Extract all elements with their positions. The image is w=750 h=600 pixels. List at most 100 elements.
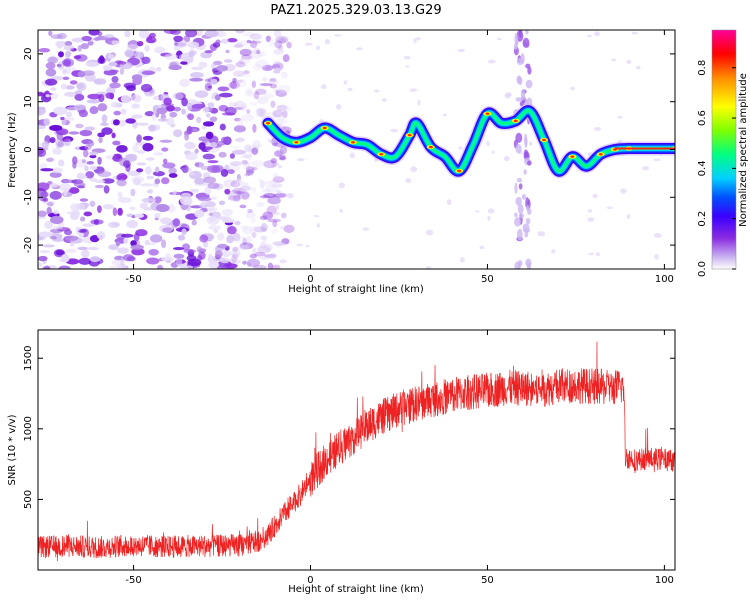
spectrogram-noise-blob: [38, 48, 51, 53]
spectrogram-noise-blob: [228, 102, 238, 107]
spectrogram-noise-blob: [425, 265, 432, 269]
spectrogram-noise-blob: [187, 41, 200, 48]
spectrogram-noise-blob: [85, 61, 99, 67]
spectrogram-noise-blob: [46, 202, 54, 207]
spectrogram-noise-blob: [202, 121, 215, 127]
spectrogram-noise-blob: [178, 53, 193, 62]
spectrogram-noise-blob: [97, 156, 102, 165]
spectrogram-noise-blob: [233, 125, 246, 133]
spectrogram-noise-blob: [55, 40, 67, 47]
spectrogram-noise-blob: [156, 264, 164, 269]
spectrogram-noise-blob: [141, 56, 151, 65]
spectrogram-noise-blob: [134, 213, 145, 218]
spectrogram-noise-blob: [653, 233, 662, 238]
spectrogram-noise-blob: [275, 204, 280, 210]
spectrogram-noise-blob: [119, 174, 128, 180]
spectrogram-artifact-blob: [517, 75, 521, 85]
spectrogram-noise-blob: [153, 152, 164, 156]
spectrogram-noise-blob: [275, 35, 289, 44]
spectrogram-noise-blob: [38, 91, 44, 97]
spectrogram-noise-blob: [253, 226, 267, 233]
spectrogram-noise-blob: [233, 70, 245, 77]
spectrogram-noise-blob: [413, 38, 417, 44]
spectrogram-noise-blob: [202, 106, 210, 113]
spectrogram-noise-blob: [259, 215, 268, 220]
spectrogram-noise-blob: [278, 37, 287, 44]
spectrogram-noise-blob: [239, 48, 252, 57]
spectrogram-noise-blob: [181, 228, 187, 235]
spectrogram-noise-blob: [69, 242, 75, 247]
spectrogram-noise-blob: [120, 108, 127, 115]
spectrogram-noise-blob: [148, 248, 159, 256]
spectrogram-noise-blob: [356, 47, 363, 51]
spectrogram-noise-blob: [264, 214, 276, 218]
spectrogram-noise-blob: [373, 89, 380, 93]
spectrogram-noise-blob: [49, 182, 59, 188]
colorbar-tick-label: 0.2: [697, 211, 708, 227]
spectrogram-noise-blob: [93, 78, 107, 85]
spectrogram-noise-blob: [122, 160, 131, 168]
spectrogram-noise-blob: [269, 83, 278, 89]
spectrogram-artifact-blob: [518, 30, 523, 38]
spectrogram-artifact-blob: [516, 57, 524, 66]
spectrogram-noise-blob: [457, 48, 466, 53]
spectrogram-noise-blob: [172, 92, 184, 100]
spectrogram-noise-blob: [123, 237, 129, 245]
spectrogram-noise-blob: [57, 51, 64, 58]
spectrogram-noise-blob: [231, 149, 246, 155]
spectrogram-noise-blob: [196, 246, 203, 253]
spectrogram-noise-blob: [240, 155, 251, 159]
spectrogram-artifact-blob: [527, 66, 532, 75]
spectrogram-artifact-blob: [525, 30, 529, 35]
spectrogram-noise-blob: [120, 94, 131, 104]
spectrogram-noise-blob: [636, 65, 641, 70]
spectrogram-ridge-peak: [485, 112, 490, 115]
spectrogram-noise-blob: [80, 43, 90, 50]
spectrogram-noise-blob: [220, 38, 230, 44]
spectrogram-noise-blob: [238, 58, 244, 65]
spectrogram-noise-blob: [203, 176, 217, 184]
spectrogram-noise-blob: [216, 64, 228, 72]
spectrogram-noise-blob: [503, 156, 510, 162]
spectrogram-noise-blob: [250, 160, 265, 168]
spectrogram-noise-blob: [239, 242, 254, 250]
spectrogram-noise-blob: [362, 227, 370, 231]
spectrogram-noise-blob: [65, 50, 72, 57]
spectrogram-noise-blob: [405, 65, 410, 68]
spectrogram-noise-blob: [280, 212, 287, 219]
spectrogram-noise-blob: [233, 44, 244, 48]
spectrogram-noise-blob: [248, 225, 260, 234]
spectrogram-noise-blob: [229, 153, 236, 159]
spectrogram-noise-blob: [97, 170, 112, 178]
spectrogram-noise-blob: [626, 59, 632, 65]
spectrogram-noise-blob: [76, 83, 84, 89]
spectrogram-noise-blob: [209, 116, 218, 122]
spectrogram-noise-blob: [107, 69, 119, 74]
spectrogram-noise-blob: [177, 234, 186, 241]
spectrogram-noise-blob: [49, 190, 62, 200]
spectrogram-artifact-blob: [514, 182, 518, 195]
spectrogram-noise-blob: [84, 165, 89, 172]
spectrogram-noise-blob: [272, 219, 278, 228]
spectrogram-noise-blob: [79, 129, 93, 137]
spectrogram-noise-blob: [82, 223, 95, 227]
snr-frame: [37, 329, 676, 571]
spectrogram-noise-blob: [207, 164, 220, 174]
spectrogram-noise-blob: [96, 205, 102, 213]
spectrogram-noise-blob: [274, 88, 280, 93]
spectrogram-noise-blob: [247, 89, 253, 96]
spectrogram-noise-blob: [103, 66, 113, 71]
spectrogram-noise-blob: [131, 74, 143, 81]
spectrogram-noise-blob: [148, 124, 156, 132]
spectrogram-noise-blob: [39, 249, 51, 254]
spectrogram-noise-blob: [89, 200, 96, 207]
spectrogram-noise-blob: [268, 180, 277, 188]
spectrogram-artifact-blob: [522, 37, 530, 48]
spectrogram-noise-blob: [50, 87, 57, 91]
spectrogram-noise-blob: [121, 233, 134, 238]
spectrogram-noise-blob: [268, 39, 276, 47]
spectrogram-ytick-label: 0: [23, 146, 34, 152]
spectrogram-noise-blob: [164, 53, 178, 60]
spectrogram-noise-blob: [244, 161, 251, 170]
spectrogram-noise-blob: [173, 129, 183, 138]
